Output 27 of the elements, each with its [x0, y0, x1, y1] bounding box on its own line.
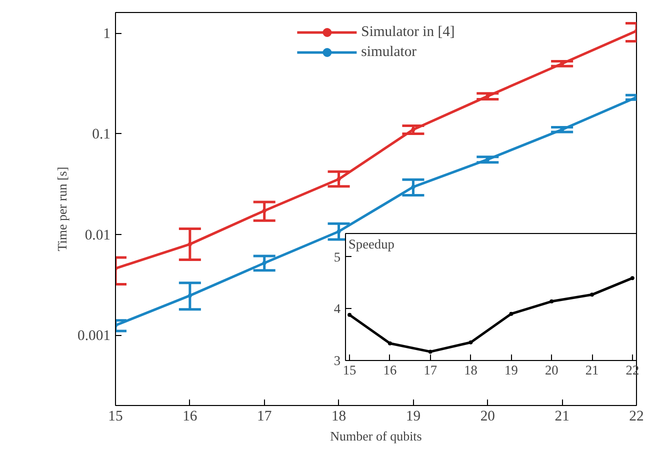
x-tick-label: 19 — [504, 362, 518, 378]
y-tick-label: 0.001 — [78, 328, 111, 344]
x-tick-label: 16 — [182, 408, 198, 424]
x-tick-label: 19 — [406, 408, 421, 424]
x-axis-title: Number of qubits — [330, 428, 422, 444]
y-tick-label: 0.1 — [92, 126, 111, 143]
x-tick-label: 17 — [424, 362, 438, 378]
x-tick-label: 17 — [257, 408, 272, 424]
y-axis-title: Time per run [s] — [54, 166, 70, 252]
y-tick-label: 4 — [334, 301, 341, 316]
x-tick-label: 16 — [383, 362, 397, 378]
x-tick-label: 22 — [629, 408, 644, 424]
y-tick-label: 1 — [103, 26, 110, 42]
y-tick-label: 0.01 — [84, 227, 111, 244]
y-tick-label: 3 — [334, 353, 341, 368]
x-tick-label: 21 — [554, 408, 570, 424]
x-tick-label: 18 — [331, 408, 346, 424]
chart-title: Speedup — [348, 236, 395, 252]
x-tick-label: 15 — [342, 362, 357, 378]
legend-label: Simulator in [4] — [361, 24, 455, 40]
legend-label: simulator — [361, 44, 417, 60]
x-tick-label: 20 — [544, 362, 559, 378]
x-tick-label: 20 — [480, 408, 495, 424]
x-tick-label: 15 — [108, 408, 123, 424]
x-tick-label: 21 — [585, 362, 599, 378]
x-tick-label: 18 — [464, 362, 478, 378]
y-tick-label: 5 — [334, 249, 341, 264]
